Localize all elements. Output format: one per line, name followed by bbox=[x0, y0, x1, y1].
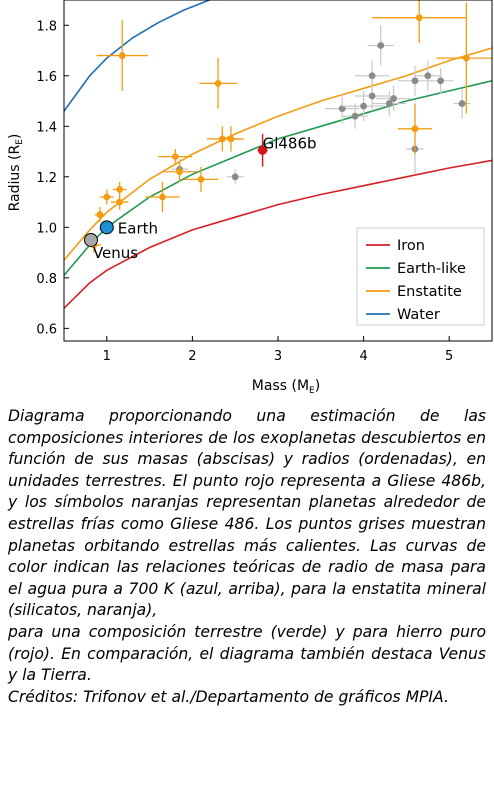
x-tick-label-3: 3 bbox=[274, 349, 282, 364]
y-axis-label: Radius (RE) bbox=[7, 134, 25, 212]
caption-paragraph-2: para una composición terrestre (verde) y… bbox=[8, 622, 486, 685]
earth-marker bbox=[99, 220, 114, 235]
gl486b-planet bbox=[257, 133, 268, 167]
gray-point-marker bbox=[424, 72, 432, 80]
orange-planet-7 bbox=[158, 149, 193, 165]
orange-planet-12 bbox=[218, 126, 244, 152]
orange-point-marker bbox=[159, 193, 166, 201]
venus-label: Venus bbox=[93, 244, 138, 262]
legend: Iron Earth-like Enstatite Water bbox=[356, 227, 485, 326]
legend-label-iron: Iron bbox=[397, 238, 425, 254]
gray-planet-7 bbox=[367, 25, 394, 66]
x-axis-label: Mass (ME) bbox=[252, 378, 320, 396]
planet-points bbox=[83, 0, 492, 253]
gray-planet-2 bbox=[325, 93, 360, 124]
orange-point-marker bbox=[415, 14, 423, 22]
axes: 1 2 3 4 5 0.6 0.8 1.0 1.2 1.4 1.6 1.8 Mass (ME) Radiu… bbox=[7, 19, 453, 396]
gray-point-marker bbox=[411, 77, 419, 85]
gray-planet-1 bbox=[226, 169, 244, 185]
orange-planet-14 bbox=[372, 0, 467, 43]
gl486b-marker bbox=[257, 145, 268, 155]
orange-point-marker bbox=[116, 186, 124, 193]
orange-planet-4 bbox=[111, 194, 129, 210]
orange-point-marker bbox=[96, 211, 104, 219]
x-tick-label-4: 4 bbox=[359, 349, 367, 364]
orange-point-marker bbox=[411, 125, 419, 133]
gray-point-marker bbox=[385, 100, 393, 107]
orange-planet-5 bbox=[96, 20, 148, 91]
legend-label-water: Water bbox=[397, 307, 440, 323]
orange-planet-6 bbox=[145, 181, 180, 213]
gray-point-marker bbox=[351, 112, 359, 120]
gray-planet-12 bbox=[414, 60, 441, 91]
orange-point-marker bbox=[197, 175, 205, 183]
gray-planet-8 bbox=[372, 90, 407, 117]
gray-point-marker bbox=[368, 72, 376, 80]
legend-label-earth-like: Earth-like bbox=[397, 261, 466, 277]
gray-point-marker bbox=[368, 92, 376, 100]
orange-planet-15 bbox=[436, 2, 492, 114]
gray-planet-5 bbox=[355, 80, 390, 112]
orange-point-marker bbox=[462, 54, 470, 62]
curve-water bbox=[64, 0, 213, 112]
gray-planet-10 bbox=[397, 65, 433, 96]
orange-point-marker bbox=[214, 79, 222, 87]
caption-credits: Créditos: Trifonov et al./Departamento d… bbox=[8, 687, 449, 706]
gl486b-label: Gl486b bbox=[263, 134, 317, 152]
gray-point-marker bbox=[338, 105, 346, 113]
mass-radius-chart: Gl486b Earth Venus 1 2 3 4 5 0.6 0.8 1.0 1.2 1.4 1.6… bbox=[7, 0, 493, 396]
y-tick-label-1.2: 1.2 bbox=[36, 171, 57, 186]
orange-planet-3 bbox=[112, 181, 127, 198]
figure-caption: Diagrama proporcionando una estimación d… bbox=[8, 406, 486, 708]
gray-point-marker bbox=[390, 95, 397, 102]
point-annotations: Gl486b Earth Venus bbox=[93, 134, 317, 262]
gray-point-marker bbox=[437, 77, 445, 85]
orange-point-marker bbox=[116, 198, 124, 206]
orange-planet-2 bbox=[99, 189, 114, 205]
orange-point-marker bbox=[171, 153, 179, 161]
venus-marker bbox=[83, 232, 98, 247]
legend-label-enstatite: Enstatite bbox=[397, 284, 462, 300]
y-tick-label-1.4: 1.4 bbox=[36, 120, 57, 135]
y-tick-label-0.8: 0.8 bbox=[36, 272, 57, 287]
gray-planet-6 bbox=[355, 60, 390, 91]
y-tick-label-1.8: 1.8 bbox=[36, 19, 57, 34]
orange-point-marker bbox=[227, 135, 235, 143]
gray-point-marker bbox=[360, 102, 367, 110]
gray-point-marker bbox=[231, 173, 239, 181]
orange-planet-8 bbox=[162, 161, 197, 182]
orange-planet-13 bbox=[397, 103, 433, 155]
gray-planet-9 bbox=[376, 85, 411, 112]
orange-planet-1 bbox=[94, 207, 106, 223]
gray-planet-14 bbox=[453, 88, 471, 119]
gray-point-marker bbox=[458, 100, 466, 107]
gray-point-marker bbox=[377, 42, 385, 49]
orange-point-marker bbox=[118, 52, 126, 59]
gray-planet-3 bbox=[342, 103, 368, 129]
orange-point-marker bbox=[176, 168, 183, 176]
orange-planet-10 bbox=[199, 58, 237, 109]
x-tick-label-1: 1 bbox=[103, 349, 111, 364]
y-tick-label-1.0: 1.0 bbox=[36, 221, 57, 236]
x-tick-label-5: 5 bbox=[445, 349, 453, 364]
orange-point-marker bbox=[103, 193, 111, 201]
x-tick-label-2: 2 bbox=[188, 349, 196, 364]
caption-paragraph-1: Diagrama proporcionando una estimación d… bbox=[8, 407, 486, 620]
orange-planet-9 bbox=[183, 166, 219, 192]
gray-planet-13 bbox=[427, 68, 454, 94]
y-tick-label-1.6: 1.6 bbox=[36, 70, 57, 85]
y-tick-label-0.6: 0.6 bbox=[36, 322, 57, 337]
curve-iron bbox=[64, 159, 492, 309]
earth-label: Earth bbox=[118, 219, 158, 237]
